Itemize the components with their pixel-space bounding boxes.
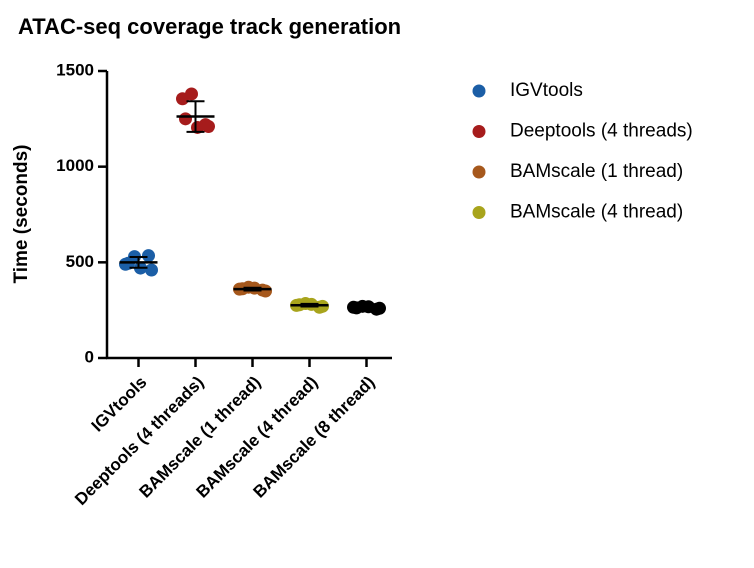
data-point: [202, 119, 215, 133]
legend-label: BAMscale (4 thread): [510, 202, 683, 223]
legend-marker: [472, 84, 486, 98]
data-point: [185, 87, 198, 101]
chart-title: ATAC-seq coverage track generation: [18, 14, 401, 39]
legend-label: BAMscale (1 thread): [510, 161, 683, 182]
y-tick-label: 0: [85, 347, 94, 366]
legend-marker: [472, 125, 486, 138]
data-point: [142, 249, 155, 263]
legend-marker: [472, 206, 486, 219]
y-tick-label: 500: [66, 252, 94, 271]
y-axis-label: Time (seconds): [11, 144, 32, 283]
data-point: [191, 120, 204, 134]
legend-marker: [472, 165, 486, 179]
data-point: [145, 263, 158, 277]
y-tick-label: 1500: [56, 60, 94, 79]
legend-label: Deeptools (4 threads): [510, 121, 693, 142]
legend-label: IGVtools: [510, 80, 583, 101]
data-point: [179, 112, 192, 126]
data-point: [259, 284, 272, 298]
y-tick-label: 1000: [56, 156, 94, 175]
